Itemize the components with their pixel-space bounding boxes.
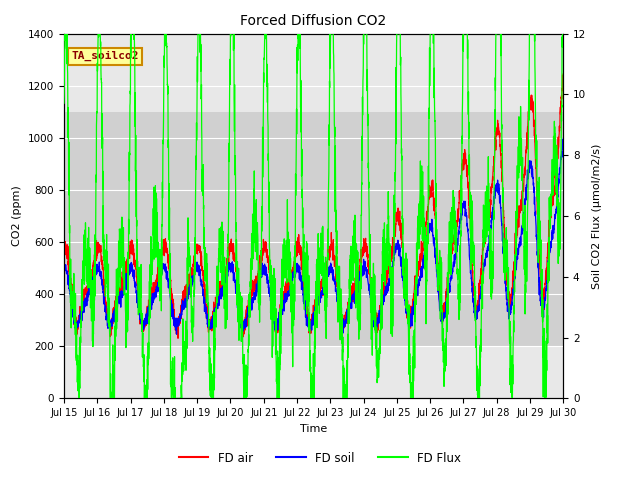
Title: Forced Diffusion CO2: Forced Diffusion CO2 bbox=[241, 14, 387, 28]
Bar bbox=[64, 112, 563, 346]
Y-axis label: CO2 (ppm): CO2 (ppm) bbox=[12, 186, 22, 246]
Legend: FD air, FD soil, FD Flux: FD air, FD soil, FD Flux bbox=[174, 447, 466, 469]
Text: TA_soilco2: TA_soilco2 bbox=[72, 51, 139, 61]
X-axis label: Time: Time bbox=[300, 424, 327, 433]
Y-axis label: Soil CO2 Flux (μmol/m2/s): Soil CO2 Flux (μmol/m2/s) bbox=[592, 144, 602, 288]
